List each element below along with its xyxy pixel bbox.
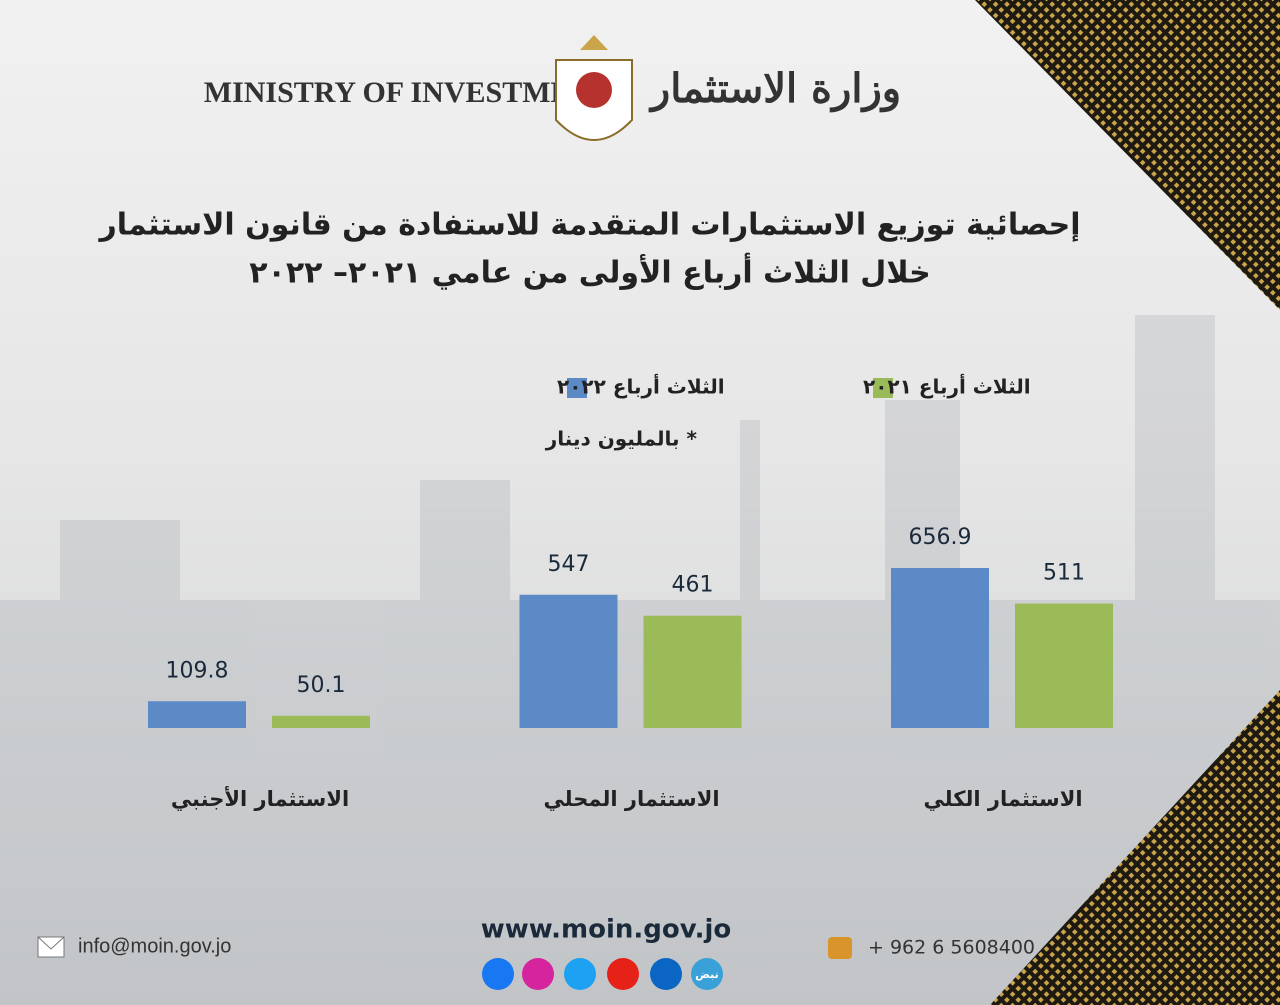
legend-label: الثلاث أرباع ٢٠٢٢ — [557, 373, 725, 399]
ministry-en: MINISTRY OF INVESTMENT — [204, 76, 612, 109]
gold-band-top — [975, 0, 1280, 310]
legend-label: الثلاث أرباع ٢٠٢١ — [863, 373, 1031, 399]
linkedin-icon[interactable] — [650, 958, 682, 990]
value-label: 461 — [672, 573, 714, 598]
bar — [1015, 603, 1113, 728]
value-label: 109.8 — [166, 658, 229, 683]
emblem — [555, 35, 633, 141]
value-label: 656.9 — [909, 525, 972, 550]
unit-note: * بالمليون دينار — [545, 427, 698, 451]
bar — [891, 568, 989, 728]
bar — [643, 615, 742, 728]
category-label: الاستثمار الكلي — [923, 787, 1082, 811]
gold-band-bottom — [990, 690, 1280, 1005]
legend-swatch — [567, 378, 587, 398]
phone: + 962 6 5608400 — [868, 937, 1035, 959]
youtube-icon[interactable] — [607, 958, 639, 990]
phone-icon — [828, 937, 852, 959]
social-icons: نبض — [482, 958, 723, 990]
facebook-icon[interactable] — [482, 958, 514, 990]
twitter-icon[interactable] — [564, 958, 596, 990]
chart-subtitle: خلال الثلاث أرباع الأولى من عامي ٢٠٢١– ٢… — [249, 253, 930, 291]
bar — [519, 594, 618, 728]
legend-swatch — [873, 378, 893, 398]
instagram-icon[interactable] — [522, 958, 554, 990]
email-icon — [37, 936, 65, 958]
website: www.moin.gov.jo — [481, 915, 731, 945]
value-label: 50.1 — [297, 673, 346, 698]
category-label: الاستثمار المحلي — [543, 787, 719, 811]
value-label: 511 — [1043, 561, 1085, 586]
value-label: 547 — [548, 552, 590, 577]
ministry-ar: وزارة الاستثمار — [648, 65, 901, 113]
category-label: الاستثمار الأجنبي — [171, 785, 349, 811]
bar — [272, 715, 370, 728]
chart-title: إحصائية توزيع الاستثمارات المتقدمة للاست… — [97, 208, 1080, 243]
email: info@moin.gov.jo — [78, 935, 231, 957]
badge-text: نبض — [695, 968, 719, 981]
bar — [148, 701, 246, 728]
badge-icon[interactable] — [691, 958, 723, 990]
